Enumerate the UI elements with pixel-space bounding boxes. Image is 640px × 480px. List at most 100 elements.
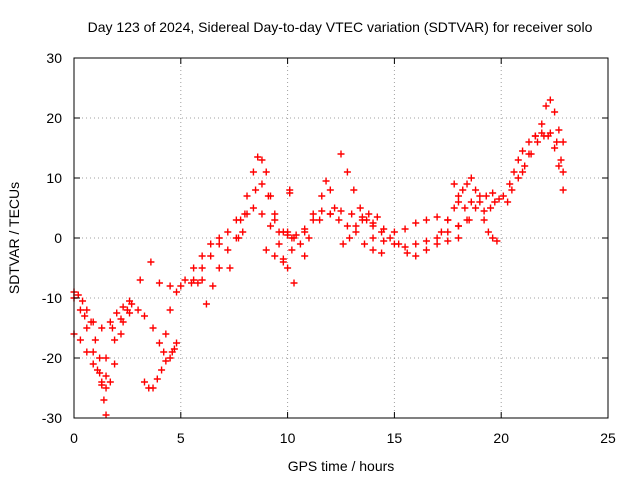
data-point xyxy=(76,336,84,344)
data-point xyxy=(91,336,99,344)
data-point xyxy=(202,300,210,308)
y-tick-label: 20 xyxy=(46,110,62,126)
data-point xyxy=(459,186,467,194)
data-point xyxy=(390,228,398,236)
data-point xyxy=(74,291,82,299)
data-point xyxy=(76,306,84,314)
data-point xyxy=(296,240,304,248)
data-point xyxy=(491,198,499,206)
y-axis-label: SDTVAR / TECUs xyxy=(6,182,22,294)
data-point xyxy=(83,306,91,314)
data-point xyxy=(126,309,134,317)
data-point xyxy=(284,264,292,272)
data-point xyxy=(480,216,488,224)
x-tick-label: 0 xyxy=(70,430,78,446)
data-point xyxy=(194,279,202,287)
y-tick-label: -10 xyxy=(42,290,62,306)
data-point xyxy=(89,318,97,326)
data-point xyxy=(271,216,279,224)
data-point xyxy=(337,150,345,158)
data-point xyxy=(267,192,275,200)
data-point xyxy=(378,249,386,257)
data-point xyxy=(290,279,298,287)
data-point xyxy=(499,192,507,200)
data-point xyxy=(215,240,223,248)
data-point xyxy=(493,237,501,245)
x-tick-label: 10 xyxy=(280,430,296,446)
data-point xyxy=(113,309,121,317)
data-point xyxy=(254,153,262,161)
data-point xyxy=(454,234,462,242)
data-point xyxy=(286,189,294,197)
data-point xyxy=(275,240,283,248)
data-point xyxy=(482,192,490,200)
data-point xyxy=(463,216,471,224)
data-point xyxy=(288,246,296,254)
data-point xyxy=(542,102,550,110)
data-point xyxy=(454,198,462,206)
data-point xyxy=(290,234,298,242)
data-point xyxy=(538,120,546,128)
data-point xyxy=(444,216,452,224)
data-point xyxy=(559,138,567,146)
data-point xyxy=(489,234,497,242)
data-point xyxy=(437,228,445,236)
data-point xyxy=(318,192,326,200)
data-point xyxy=(234,234,242,242)
data-point xyxy=(207,252,215,260)
data-point xyxy=(331,204,339,212)
data-point xyxy=(83,324,91,332)
data-point xyxy=(476,192,484,200)
data-point xyxy=(173,339,181,347)
data-point xyxy=(454,192,462,200)
data-point xyxy=(158,366,166,374)
data-point xyxy=(117,315,125,323)
data-point xyxy=(350,186,358,194)
data-point xyxy=(422,216,430,224)
data-point xyxy=(140,378,148,386)
data-point xyxy=(149,324,157,332)
data-point xyxy=(454,222,462,230)
data-point xyxy=(81,312,89,320)
data-point xyxy=(106,318,114,326)
data-point xyxy=(89,360,97,368)
data-point xyxy=(102,411,110,419)
data-point xyxy=(467,174,475,182)
data-point xyxy=(450,204,458,212)
data-point xyxy=(83,348,91,356)
data-point xyxy=(173,288,181,296)
data-point xyxy=(352,222,360,230)
data-point xyxy=(433,240,441,248)
data-point xyxy=(412,240,420,248)
data-point xyxy=(190,264,198,272)
data-point xyxy=(147,258,155,266)
data-point xyxy=(412,252,420,260)
data-point xyxy=(433,213,441,221)
data-point xyxy=(226,264,234,272)
data-point xyxy=(546,96,554,104)
data-point xyxy=(534,138,542,146)
data-point xyxy=(102,372,110,380)
data-point xyxy=(198,252,206,260)
data-point xyxy=(166,354,174,362)
data-point xyxy=(343,222,351,230)
data-point xyxy=(472,186,480,194)
data-point xyxy=(153,375,161,383)
data-point xyxy=(531,132,539,140)
data-point xyxy=(365,210,373,218)
data-point xyxy=(352,228,360,236)
data-point xyxy=(519,168,527,176)
y-tick-label: -30 xyxy=(42,410,62,426)
data-point xyxy=(467,198,475,206)
data-point xyxy=(100,396,108,404)
data-point xyxy=(348,210,356,218)
data-point xyxy=(472,204,480,212)
data-point xyxy=(181,276,189,284)
data-point xyxy=(373,213,381,221)
data-point xyxy=(463,180,471,188)
data-point xyxy=(224,228,232,236)
data-point xyxy=(356,204,364,212)
data-point xyxy=(476,198,484,206)
data-point xyxy=(262,168,270,176)
